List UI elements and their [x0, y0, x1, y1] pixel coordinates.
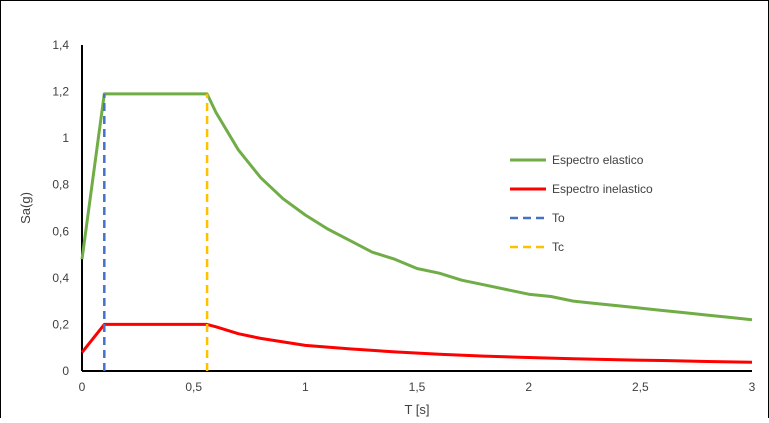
x-tick-label: 2	[525, 380, 532, 394]
x-tick-label: 0	[79, 380, 86, 394]
series-line-espectro-elastico	[80, 92, 753, 322]
legend-label-tc: Tc	[552, 240, 564, 254]
y-tick-label: 0,4	[52, 271, 69, 285]
x-tick-label: 1	[302, 380, 309, 394]
y-tick-label: 0,6	[52, 224, 69, 238]
x-tick-label: 1,5	[409, 380, 426, 394]
legend-label-to: To	[552, 211, 565, 225]
legend-label-espectro-elastico: Espectro elastico	[552, 153, 644, 167]
legend: Espectro elastico Espectro inelastico To Tc	[510, 153, 653, 254]
x-tick-label: 0,5	[185, 380, 202, 394]
legend-label-espectro-inelastico: Espectro inelastico	[552, 182, 653, 196]
x-tick-label: 2,5	[632, 380, 649, 394]
y-tick-label: 1,2	[52, 85, 69, 99]
series-line-espectro-inelastico	[80, 322, 753, 364]
y-tick-label: 0	[62, 364, 69, 378]
axes-layer	[81, 45, 752, 372]
y-tick-label: 1,4	[52, 38, 69, 52]
x-axis-title: T [s]	[404, 402, 429, 417]
y-tick-label: 0,2	[52, 317, 69, 331]
x-tick-label: 3	[749, 380, 756, 394]
y-tick-label: 1	[62, 131, 69, 145]
y-axis-title: Sa(g)	[18, 192, 33, 224]
ticks-layer: 0 0,5 1 1,5 2 2,5 3 0 0,2 0,4 0,6 0,8 1 1,2 1,4	[52, 38, 755, 394]
y-tick-label: 0,8	[52, 178, 69, 192]
series-layer	[80, 92, 753, 371]
